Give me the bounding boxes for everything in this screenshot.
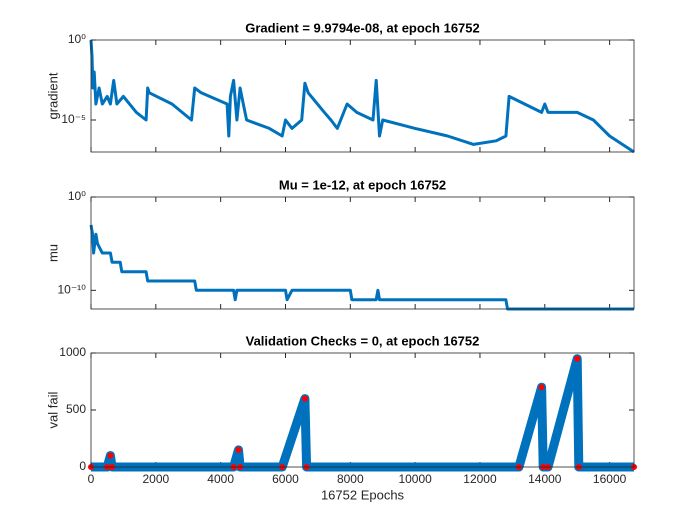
marker	[235, 446, 242, 453]
chart-title: Mu = 1e-12, at epoch 16752	[279, 177, 446, 192]
x-tick-label: 12000	[463, 472, 497, 486]
y-tick-label: 10⁰	[68, 32, 86, 46]
axes-box	[90, 196, 635, 310]
data-line	[89, 39, 635, 154]
y-tick-label: 10⁻¹⁰	[58, 283, 87, 297]
axes-box	[90, 39, 635, 153]
x-tick-label: 14000	[528, 472, 562, 486]
y-tick-label: 1000	[59, 345, 86, 359]
x-tick-label: 4000	[207, 472, 234, 486]
x-tick-label: 16000	[593, 472, 627, 486]
x-axis-label: 16752 Epochs	[321, 487, 405, 502]
x-tick-label: 0	[88, 472, 95, 486]
x-tick-label: 6000	[272, 472, 299, 486]
x-tick-label: 8000	[337, 472, 364, 486]
marker	[574, 355, 581, 362]
y-axis-label: mu	[45, 244, 60, 262]
marker	[107, 452, 114, 459]
y-axis-label: gradient	[45, 72, 60, 119]
plot-area	[91, 40, 634, 152]
axes-box	[90, 352, 635, 468]
chart-title: Validation Checks = 0, at epoch 16752	[246, 333, 480, 348]
y-tick-label: 500	[66, 402, 86, 416]
x-tick-label: 10000	[398, 472, 432, 486]
marker	[538, 384, 545, 391]
y-axis-label: val fail	[45, 391, 60, 428]
plot-area	[91, 197, 634, 309]
y-tick-label: 0	[79, 459, 86, 473]
y-tick-label: 10⁻⁵	[61, 112, 86, 126]
x-tick-label: 2000	[142, 472, 169, 486]
marker	[301, 395, 308, 402]
data-line	[89, 224, 634, 311]
chart-title: Gradient = 9.9794e-08, at epoch 16752	[245, 20, 480, 35]
y-tick-label: 10⁰	[68, 189, 86, 203]
